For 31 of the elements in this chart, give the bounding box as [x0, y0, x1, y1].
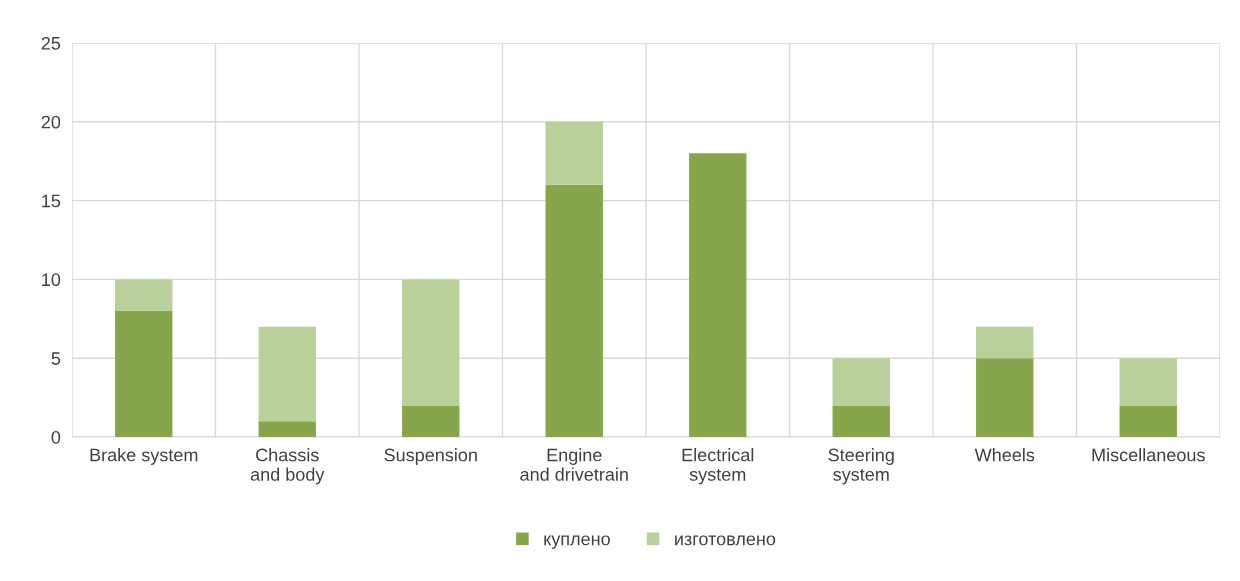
x-tick-label: Steering system — [828, 448, 894, 485]
legend-label: изготовлено — [675, 535, 776, 546]
y-tick-label: 25 — [41, 36, 61, 50]
bar — [115, 310, 173, 437]
x-tick-label: Engine and drivetrain — [520, 448, 628, 481]
bar — [832, 358, 890, 406]
x-tick-label: Miscellaneous — [1092, 448, 1205, 462]
bar — [976, 358, 1034, 437]
y-tick-label: 0 — [51, 430, 61, 444]
bar — [1119, 405, 1177, 437]
bar — [115, 279, 173, 311]
x-tick-label: Brake system — [90, 448, 198, 465]
y-tick-label: 10 — [42, 273, 61, 287]
bar — [402, 405, 460, 437]
bar — [258, 326, 316, 422]
bar — [402, 279, 460, 406]
x-tick-label: Chassis and body — [250, 448, 325, 485]
y-tick-label: 5 — [51, 352, 61, 365]
x-tick-label: Wheels — [974, 448, 1035, 462]
x-tick-label: Suspension — [384, 448, 477, 465]
bar — [832, 405, 890, 437]
bar — [258, 421, 316, 437]
y-tick-label: 20 — [41, 115, 61, 129]
x-tick-label: Electrical system — [682, 448, 754, 485]
bar — [1119, 358, 1177, 406]
legend-label: куплено — [544, 535, 610, 549]
bar — [545, 184, 603, 437]
bar — [689, 153, 747, 437]
bar — [976, 326, 1034, 359]
y-tick-label: 15 — [42, 194, 61, 208]
bar — [545, 121, 603, 185]
